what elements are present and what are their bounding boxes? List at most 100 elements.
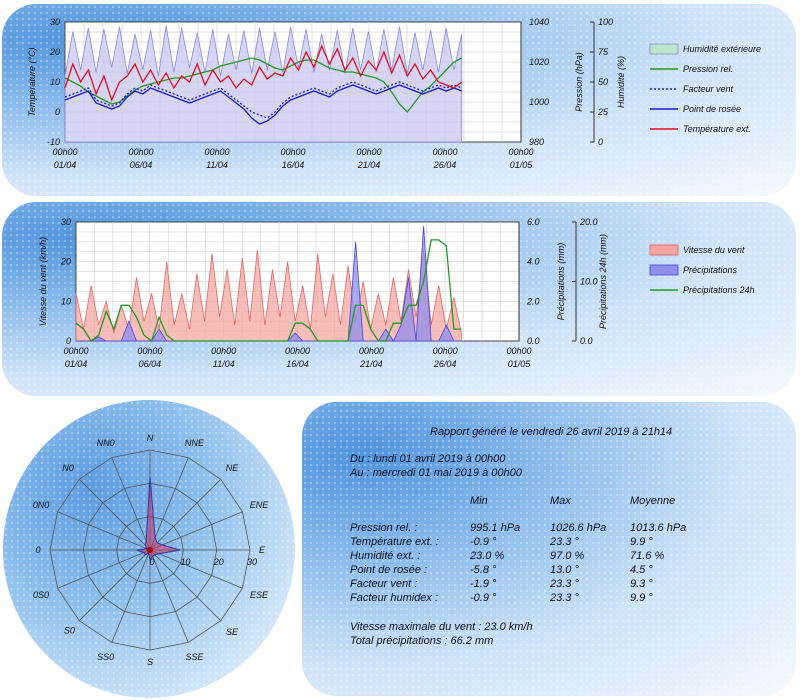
- y-axis-title: Humidité (%): [616, 56, 626, 108]
- y-axis-title: Vitesse du vent (km/h): [38, 237, 48, 326]
- report-row-avg: 9.3 °: [630, 578, 653, 590]
- legend-swatch: [649, 43, 679, 55]
- y-tick-label: 100: [598, 17, 613, 27]
- rose-spoke: [149, 549, 221, 621]
- x-tick-label: 21/04: [357, 160, 381, 170]
- wind-rain-chart-panel: 00h00 01/04 00h00 06/04 00h00 11/04 00h00 16/04…: [2, 202, 796, 396]
- y-tick-label: 20.0: [579, 217, 598, 227]
- y-tick-label: 75: [598, 47, 609, 57]
- wind-rose-panel: N NNE NE ENE E ESE SE SSE S SS0 S0 0S0 0 0N0 N0 NN0 0 10 2…: [3, 400, 295, 698]
- rose-direction-label: N: [147, 433, 154, 443]
- rose-direction-label: SS0: [97, 652, 114, 662]
- rose-data-polygon: [136, 476, 181, 562]
- wind-rain-chart: 00h00 01/04 00h00 06/04 00h00 11/04 00h00 16/04…: [38, 217, 755, 369]
- report-row-label: Humidité ext. :: [350, 550, 421, 562]
- x-tick-label: 00h00: [359, 346, 384, 356]
- rose-direction-label: N0: [62, 463, 74, 473]
- y-tick-label: 10.0: [580, 277, 598, 287]
- x-tick-label: 16/04: [286, 359, 309, 369]
- rose-direction-label: NE: [226, 463, 239, 473]
- report-row-max: 23.3 °: [550, 578, 579, 590]
- legend-label: Humidité extérieure: [683, 44, 761, 54]
- y-tick-label: 4.0: [527, 257, 540, 267]
- temperature-chart: 00h00 01/04 00h00 06/04 00h00 11/04 00h00 16/04…: [27, 17, 761, 170]
- rose-direction-label: 0N0: [33, 500, 50, 510]
- rose-spoke: [149, 511, 243, 551]
- rose-direction-label: NN0: [97, 438, 115, 448]
- x-tick-label: 01/04: [65, 359, 88, 369]
- rose-spoke: [57, 511, 151, 551]
- series-line: [64, 44, 463, 102]
- rose-spoke: [149, 457, 189, 551]
- y-tick-label: 6.0: [527, 217, 540, 227]
- x-tick-label: 00h00: [506, 346, 531, 356]
- x-tick-label: 26/04: [433, 160, 457, 170]
- y-axis-title: Pression (hPa): [574, 52, 584, 112]
- rose-ring-label: 0: [149, 557, 154, 567]
- report-row-min: -0.9 °: [470, 536, 497, 548]
- report-row-avg: 1013.6 hPa: [630, 522, 687, 534]
- legend-label: Précipitations 24h: [683, 285, 755, 295]
- y-tick-label: 10: [50, 77, 60, 87]
- rose-direction-label: NNE: [185, 438, 205, 448]
- x-tick-label: 26/04: [433, 359, 457, 369]
- y-tick-label: 30: [50, 17, 60, 27]
- legend-label: Vitesse du vent: [683, 245, 745, 255]
- report-row-min: -0.9 °: [470, 592, 497, 604]
- x-tick-label: 00h00: [508, 147, 533, 157]
- report-row-min: 23.0 %: [470, 550, 505, 562]
- x-tick-label: 00h00: [280, 147, 305, 157]
- y-tick-label: 25: [597, 107, 609, 117]
- report-to: Au : mercredi 01 mai 2019 à 00h00: [350, 467, 522, 479]
- report-row-avg: 4.5 °: [630, 564, 653, 576]
- y-tick-label: 20: [60, 257, 71, 267]
- y-tick-label: 0: [66, 336, 71, 346]
- rose-direction-label: SE: [226, 627, 239, 637]
- y-tick-label: 20: [49, 47, 60, 57]
- report-row-label: Point de rosée :: [350, 564, 428, 576]
- legend-swatch: [649, 264, 679, 276]
- rose-ring-label: 10: [180, 557, 190, 567]
- temperature-chart-panel: 00h00 01/04 00h00 06/04 00h00 11/04 00h00 16/04…: [2, 4, 796, 196]
- rose-direction-label: SSE: [185, 652, 204, 662]
- x-tick-label: 00h00: [356, 147, 381, 157]
- rose-spoke: [57, 549, 151, 589]
- y-tick-label: 1040: [529, 17, 549, 27]
- report-row-max: 1026.6 hPa: [550, 522, 607, 534]
- x-tick-label: 00h00: [52, 147, 77, 157]
- y-tick-label: 1000: [529, 97, 549, 107]
- y-tick-label: -10: [47, 137, 60, 147]
- series-line: [64, 57, 462, 113]
- rose-spoke: [149, 479, 221, 551]
- x-tick-label: 01/04: [54, 160, 77, 170]
- y-tick-label: 0.0: [580, 336, 593, 346]
- x-tick-label: 21/04: [359, 359, 383, 369]
- x-tick-label: 00h00: [432, 147, 457, 157]
- report-row-label: Facteur humidex :: [350, 592, 439, 604]
- y-tick-label: 10: [61, 296, 71, 306]
- rose-ring-label: 20: [213, 557, 224, 567]
- y-tick-label: 0.0: [527, 336, 540, 346]
- report-row-max: 23.3 °: [550, 592, 579, 604]
- report-col-min: Min: [470, 495, 488, 507]
- rose-spoke: [149, 549, 243, 589]
- rose-spoke: [111, 457, 151, 551]
- y-tick-label: 0: [598, 137, 603, 147]
- report-row-avg: 9.9 °: [630, 536, 653, 548]
- report-total-rain: Total précipitations : 66.2 mm: [350, 635, 494, 647]
- y-tick-label: 980: [529, 137, 544, 147]
- rose-center-dot: [147, 547, 153, 553]
- report-col-avg: Moyenne: [630, 495, 676, 507]
- rose-ring-label: 30: [247, 557, 257, 567]
- y-tick-label: 30: [61, 217, 71, 227]
- report-row-avg: 9.9 °: [630, 592, 653, 604]
- report-panel: Rapport généré le vendredi 26 avril 2019…: [302, 402, 796, 696]
- x-tick-label: 00h00: [285, 346, 310, 356]
- y-tick-label: 2.0: [526, 296, 540, 306]
- report-row-max: 13.0 °: [550, 564, 579, 576]
- report-row-max: 23.3 °: [550, 536, 579, 548]
- x-tick-label: 00h00: [433, 346, 458, 356]
- report-row-label: Facteur vent :: [350, 578, 418, 590]
- report-row-max: 97.0 %: [550, 550, 585, 562]
- series-area: [64, 25, 463, 143]
